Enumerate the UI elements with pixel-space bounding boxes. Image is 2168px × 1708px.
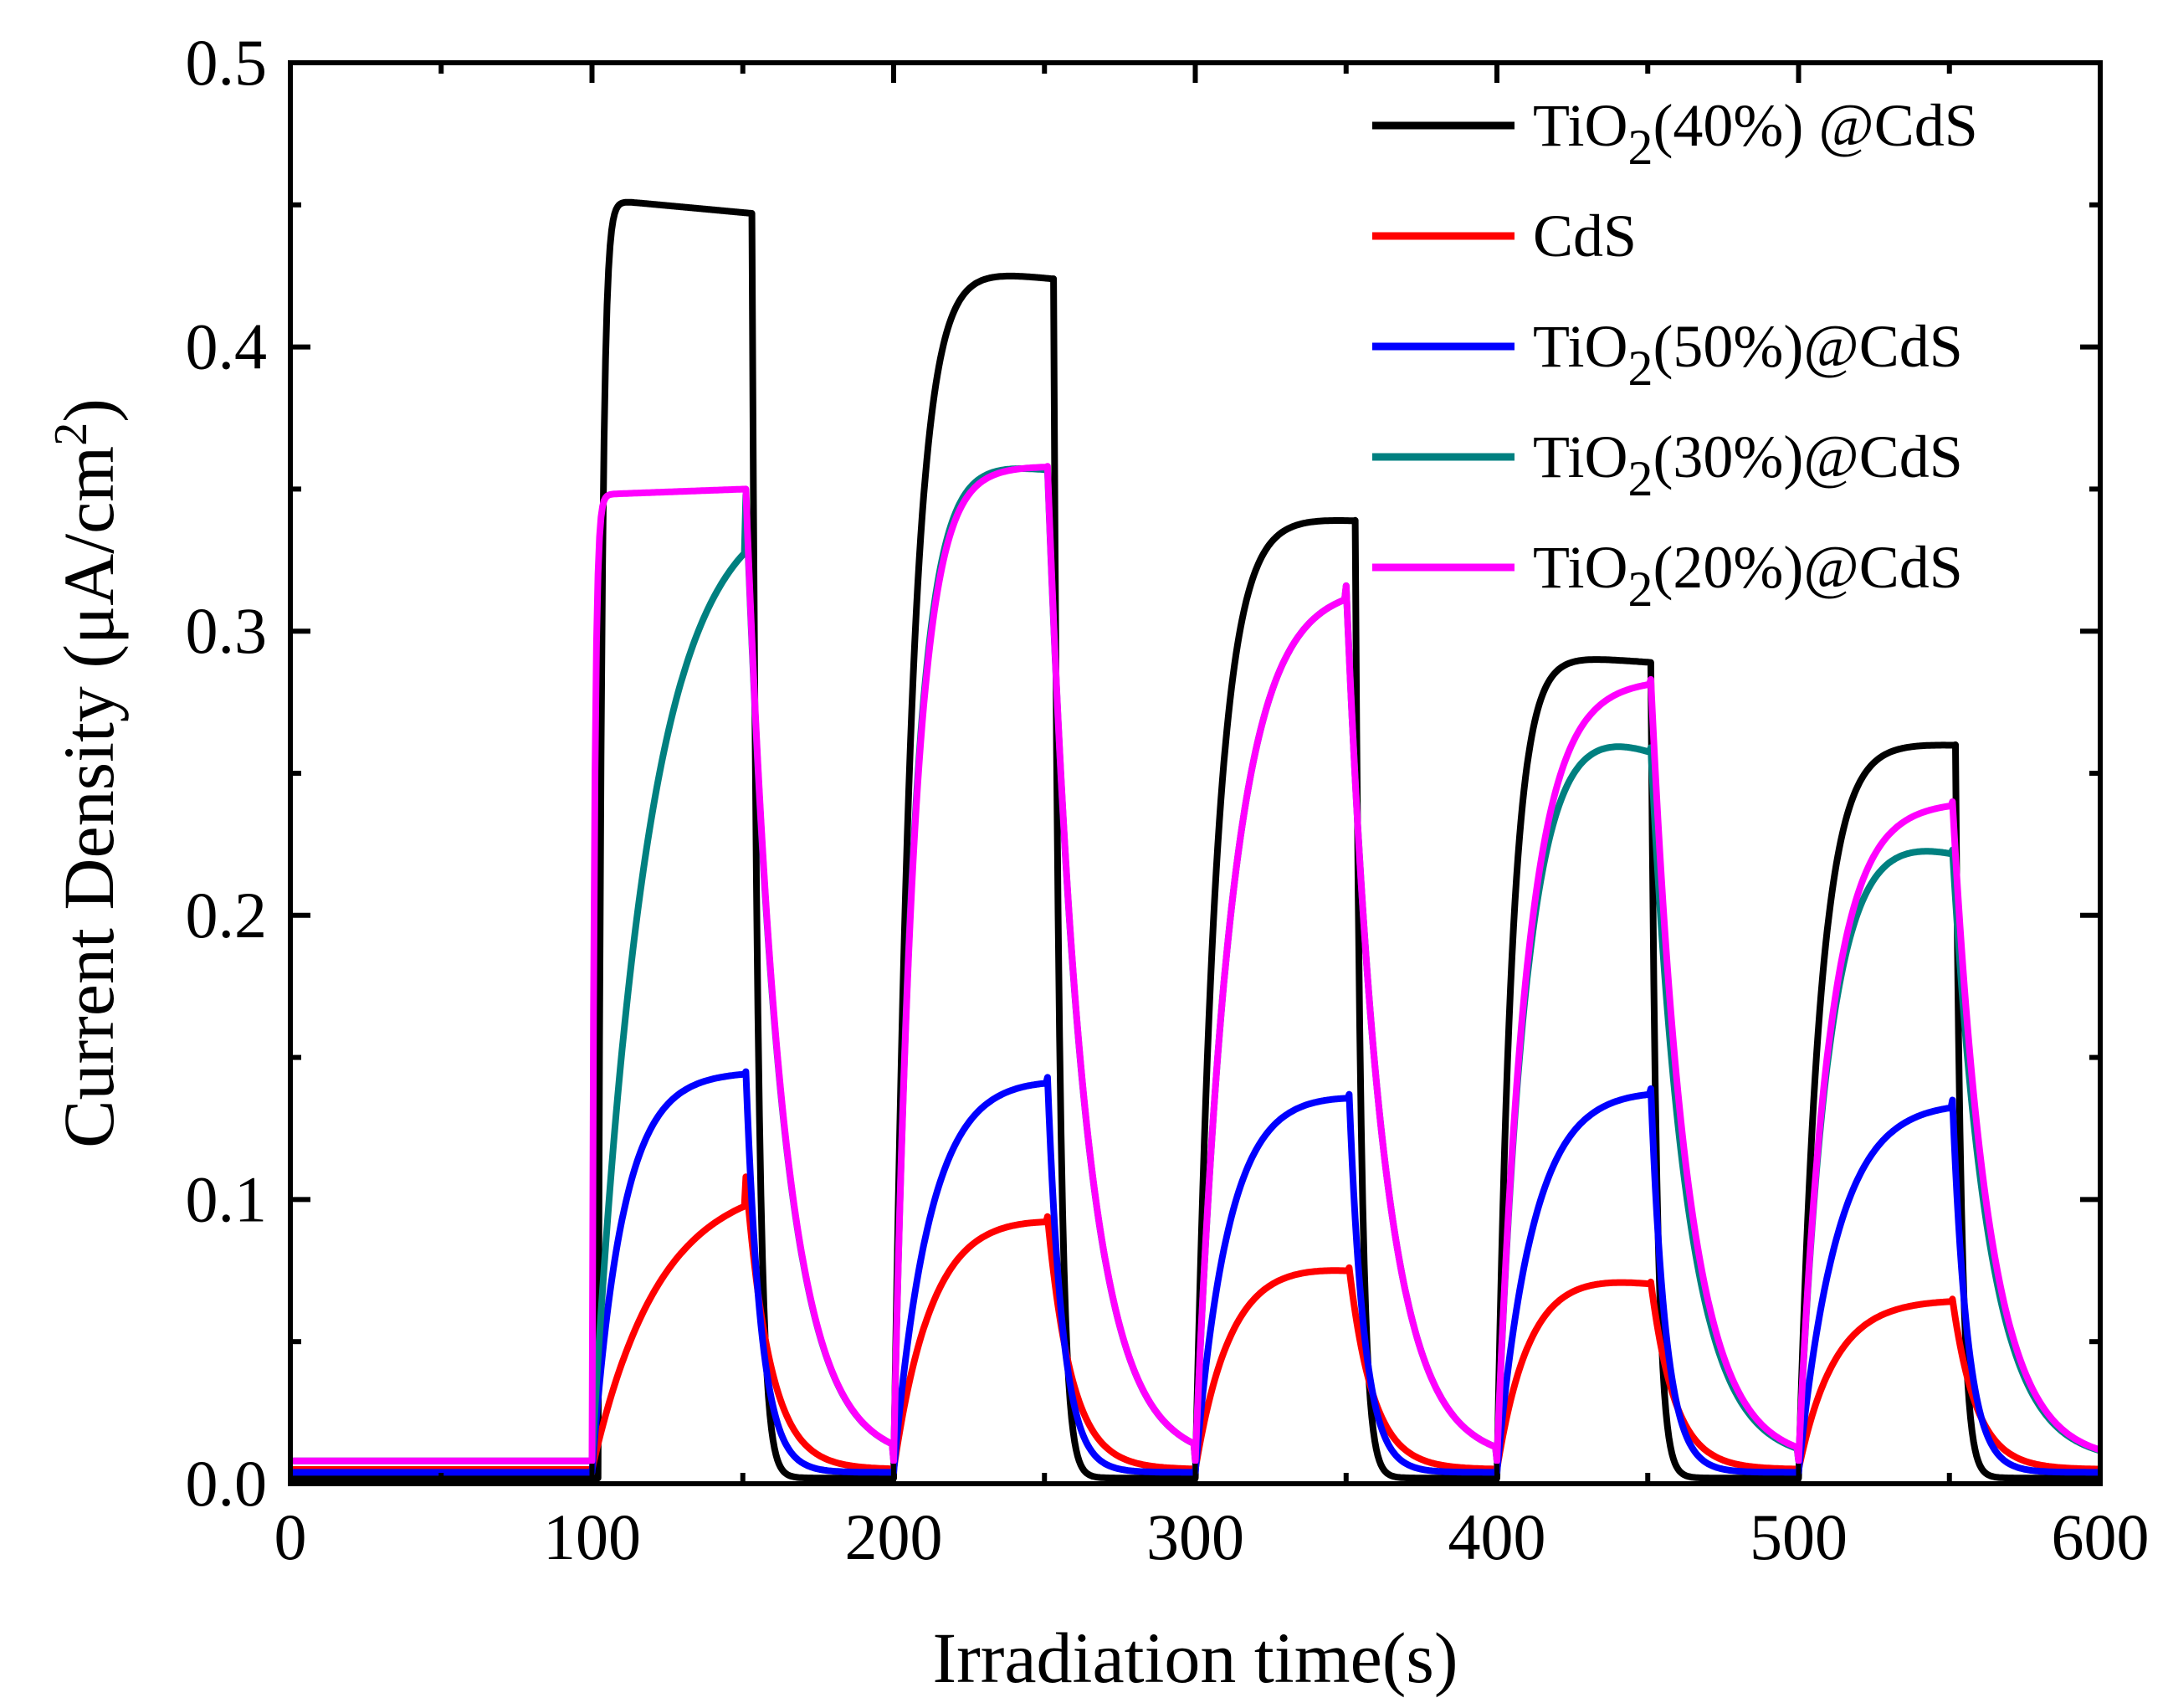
legend-label-0: TiO2(40%) @CdS bbox=[1533, 92, 1978, 175]
legend-label-text: TiO bbox=[1533, 92, 1627, 159]
x-tick-label: 0 bbox=[274, 1500, 307, 1573]
legend-label-3: TiO2(30%)@CdS bbox=[1533, 423, 1963, 506]
series-layer bbox=[288, 198, 2103, 1482]
y-axis-title-main: Current Density (μA/cm bbox=[49, 446, 129, 1148]
series-line-3 bbox=[288, 465, 2103, 1464]
x-tick-label: 600 bbox=[2052, 1500, 2150, 1573]
legend-label-subscript: 2 bbox=[1627, 120, 1653, 175]
legend: TiO2(40%) @CdSCdSTiO2(50%)@CdSTiO2(30%)@… bbox=[1372, 92, 1978, 617]
legend-label-text: (40%) @CdS bbox=[1653, 92, 1977, 159]
y-tick-label: 0.0 bbox=[186, 1447, 268, 1520]
legend-label-text: TiO bbox=[1533, 313, 1627, 380]
x-tick-label: 100 bbox=[543, 1500, 641, 1573]
legend-label-text: (30%)@CdS bbox=[1653, 423, 1962, 490]
y-axis-title-close: ) bbox=[49, 398, 129, 423]
legend-label-1: CdS bbox=[1533, 203, 1637, 269]
y-tick-label: 0.2 bbox=[186, 879, 268, 951]
series-line-4 bbox=[288, 463, 2103, 1464]
legend-label-text: TiO bbox=[1533, 534, 1627, 601]
y-axis-title: Current Density (μA/cm2) bbox=[45, 398, 129, 1148]
x-tick-label: 300 bbox=[1146, 1500, 1244, 1573]
x-axis-title: Irradiation time(s) bbox=[932, 1618, 1458, 1698]
legend-label-subscript: 2 bbox=[1627, 451, 1653, 506]
series-line-0 bbox=[288, 198, 2103, 1482]
y-tick-label: 0.1 bbox=[186, 1162, 268, 1235]
legend-label-text: (50%)@CdS bbox=[1653, 313, 1962, 380]
x-tick-label: 200 bbox=[845, 1500, 943, 1573]
legend-label-text: (20%)@CdS bbox=[1653, 534, 1962, 601]
legend-label-2: TiO2(50%)@CdS bbox=[1533, 313, 1963, 396]
y-tick-label: 0.4 bbox=[186, 310, 268, 383]
legend-label-text: TiO bbox=[1533, 423, 1627, 490]
x-tick-label: 500 bbox=[1750, 1500, 1848, 1573]
legend-label-subscript: 2 bbox=[1627, 341, 1653, 396]
legend-label-4: TiO2(20%)@CdS bbox=[1533, 534, 1963, 617]
x-tick-label: 400 bbox=[1448, 1500, 1546, 1573]
legend-label-text: CdS bbox=[1533, 203, 1637, 269]
y-tick-label: 0.5 bbox=[186, 26, 268, 99]
legend-label-subscript: 2 bbox=[1627, 562, 1653, 617]
ticks-layer: 0 100 200 300 400 500 600 0.0 0.1 0.2 0.3 0.4 0.5 bbox=[186, 26, 2150, 1573]
y-axis-title-superscript: 2 bbox=[45, 423, 97, 446]
y-tick-label: 0.3 bbox=[186, 594, 268, 667]
